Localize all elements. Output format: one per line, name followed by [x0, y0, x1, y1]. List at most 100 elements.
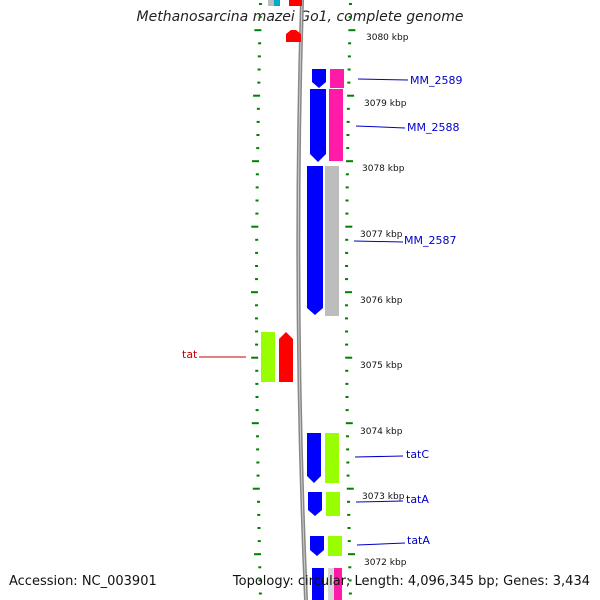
minor-tick	[255, 251, 259, 254]
kbp-label: 3074 kbp	[360, 427, 403, 437]
leader-mm-2588	[355, 125, 406, 129]
minor-tick	[255, 238, 259, 241]
minor-tick	[257, 540, 261, 543]
gene-label-mm-2587: MM_2587	[404, 234, 456, 247]
minor-tick	[258, 16, 262, 19]
minor-tick	[345, 304, 349, 307]
minor-tick	[345, 396, 349, 398]
cds-tata-1	[308, 492, 322, 516]
minor-tick	[345, 199, 349, 202]
minor-tick	[348, 16, 352, 19]
major-tick	[347, 94, 355, 97]
minor-tick	[345, 409, 349, 412]
minor-tick	[345, 343, 349, 346]
minor-tick	[256, 461, 260, 464]
minor-tick	[258, 42, 262, 45]
leader-tata-1	[355, 500, 404, 503]
minor-tick	[347, 68, 351, 71]
accession-text: Accession: NC_003901	[9, 574, 157, 589]
minor-tick	[347, 500, 351, 503]
minor-tick	[345, 173, 349, 176]
minor-tick	[346, 448, 350, 451]
minor-tick	[346, 134, 350, 136]
cog-tat	[261, 332, 275, 382]
minor-tick	[255, 304, 259, 307]
minor-tick	[345, 212, 349, 215]
minor-tick	[348, 3, 352, 5]
major-tick	[345, 291, 353, 294]
kbp-label: 3073 kbp	[362, 492, 405, 502]
major-tick	[251, 225, 259, 228]
kbp-labels: 3080 kbp 3079 kbp 3078 kbp 3077 kbp 3076…	[360, 33, 409, 568]
bottom-feature-pink	[334, 568, 342, 600]
major-tick	[251, 422, 259, 425]
minor-tick	[256, 474, 260, 477]
minor-tick	[256, 134, 260, 136]
minor-tick	[257, 527, 261, 529]
minor-tick	[346, 147, 350, 150]
reverse-cds-top	[286, 30, 301, 42]
major-tick	[251, 291, 259, 294]
minor-tick	[258, 579, 262, 582]
major-tick	[253, 94, 261, 97]
minor-tick	[255, 343, 259, 346]
major-tick	[345, 422, 353, 425]
cog-mm-2587	[325, 166, 339, 316]
minor-tick	[346, 474, 350, 477]
gene-label-mm-2588: MM_2588	[407, 121, 459, 134]
major-tick	[252, 487, 260, 490]
minor-tick	[255, 382, 259, 385]
gene-label-tat: tat	[182, 348, 198, 361]
minor-tick	[345, 435, 349, 438]
minor-tick	[256, 120, 260, 123]
minor-tick	[255, 186, 259, 189]
kbp-label: 3075 kbp	[360, 361, 403, 371]
minor-tick	[346, 120, 350, 123]
leader-tatc	[354, 455, 404, 458]
major-tick	[254, 29, 262, 32]
minor-tick	[345, 278, 349, 281]
minor-tick	[258, 592, 262, 595]
minor-tick	[345, 317, 349, 320]
minor-tick	[255, 435, 259, 438]
minor-tick	[255, 369, 259, 372]
major-tick	[345, 225, 353, 228]
major-tick	[254, 553, 262, 556]
minor-tick	[255, 330, 259, 333]
kbp-label: 3079 kbp	[364, 99, 407, 109]
genome-backbone-highlight	[297, 0, 307, 600]
top-feature-teal	[274, 0, 280, 6]
minor-tick	[257, 68, 261, 71]
minor-tick	[258, 566, 262, 569]
minor-tick	[345, 369, 349, 372]
kbp-label: 3072 kbp	[364, 558, 407, 568]
cds-mm-2589	[312, 69, 326, 88]
gene-label-tata-2: tatA	[407, 534, 430, 547]
major-tick	[252, 160, 260, 163]
minor-tick	[255, 173, 259, 176]
cog-tata-1	[326, 492, 340, 516]
minor-tick	[347, 540, 351, 543]
minor-tick	[256, 147, 260, 150]
minor-tick	[257, 55, 261, 58]
left-tick-ruler	[251, 3, 262, 595]
cds-tat	[279, 332, 293, 382]
minor-tick	[345, 186, 349, 189]
minor-tick	[345, 238, 349, 241]
gene-label-tatc: tatC	[406, 448, 429, 461]
minor-tick	[345, 382, 349, 385]
major-tick	[348, 29, 356, 32]
minor-tick	[346, 461, 350, 464]
kbp-label: 3080 kbp	[366, 33, 409, 43]
gene-label-mm-2589: MM_2589	[410, 74, 462, 87]
kbp-label: 3077 kbp	[360, 230, 403, 240]
bottom-feature-gray	[328, 568, 334, 600]
cog-mm-2588	[329, 89, 343, 161]
minor-tick	[256, 448, 260, 451]
minor-tick	[255, 317, 259, 320]
leader-mm-2589	[357, 78, 409, 81]
top-feature-red	[289, 0, 302, 6]
minor-tick	[255, 199, 259, 202]
minor-tick	[345, 265, 349, 267]
minor-tick	[345, 251, 349, 254]
